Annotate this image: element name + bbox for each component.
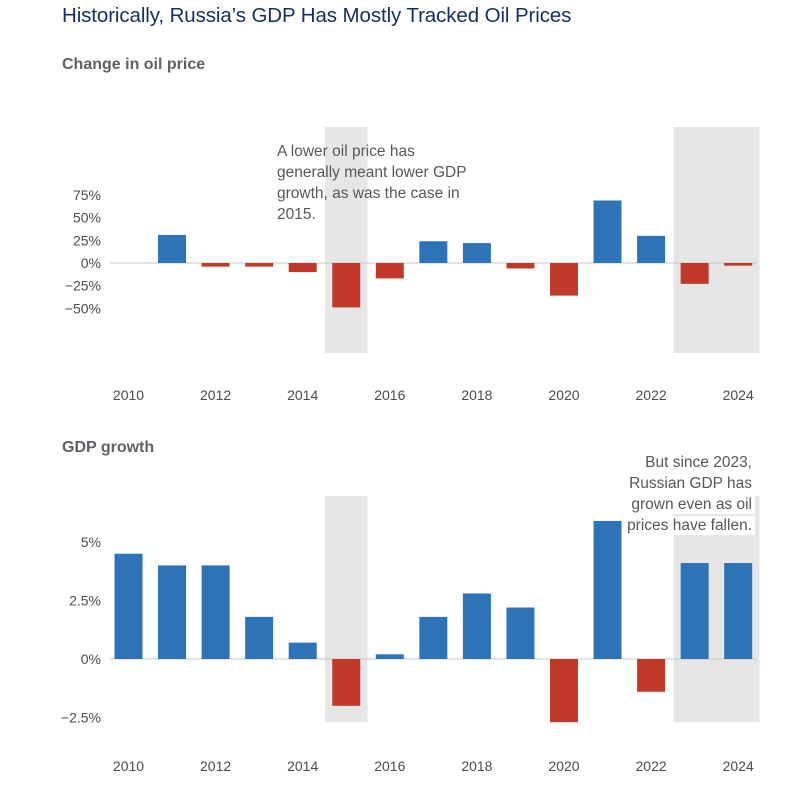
oil-x-tick-label: 2024 <box>723 387 754 403</box>
gdp-x-tick-label: 2024 <box>723 758 754 774</box>
oil-x-tick-label: 2022 <box>636 387 667 403</box>
oil-shaded-period-0 <box>324 127 368 353</box>
gdp-bar-2019 <box>506 607 535 659</box>
oil-shaded-period-1 <box>673 127 760 353</box>
oil-bar-2013 <box>245 263 274 267</box>
gdp-bar-2014 <box>288 642 317 659</box>
oil-bar-2017 <box>419 241 448 263</box>
oil-chart-subtitle: Change in oil price <box>62 56 206 73</box>
gdp-annotation-background <box>628 495 755 514</box>
gdp-bar-2010 <box>114 553 143 659</box>
oil-y-tick-label: 75% <box>73 187 101 203</box>
oil-bar-2023 <box>680 263 709 284</box>
oil-annotation-line: 2015. <box>277 206 316 223</box>
oil-bar-2022 <box>637 235 666 263</box>
gdp-bar-2022 <box>637 659 666 692</box>
gdp-annotation-line: prices have fallen. <box>627 517 752 534</box>
oil-y-tick-label: 25% <box>73 232 101 248</box>
gdp-bar-2018 <box>462 593 491 659</box>
gdp-x-tick-label: 2014 <box>287 758 318 774</box>
gdp-x-tick-label: 2012 <box>200 758 231 774</box>
gdp-x-tick-label: 2020 <box>548 758 579 774</box>
gdp-bar-2015 <box>332 659 361 706</box>
oil-annotation-line: generally meant lower GDP <box>277 164 467 181</box>
gdp-x-tick-label: 2010 <box>113 758 144 774</box>
gdp-annotation-line: Russian GDP has <box>629 475 752 492</box>
oil-bar-2014 <box>288 263 317 273</box>
gdp-y-tick-label: −2.5% <box>61 710 101 726</box>
gdp-x-tick-label: 2016 <box>374 758 405 774</box>
oil-bar-2012 <box>201 263 230 267</box>
oil-bar-2016 <box>375 263 404 279</box>
gdp-annotation-background <box>624 516 755 535</box>
oil-bar-2018 <box>462 243 491 263</box>
oil-annotation-line: growth, as was the case in <box>277 185 460 202</box>
oil-annotation-line: A lower oil price has <box>277 143 415 160</box>
chart-title: Historically, Russia’s GDP Has Mostly Tr… <box>62 4 572 27</box>
gdp-bar-2017 <box>419 616 448 659</box>
gdp-bar-2020 <box>550 659 578 723</box>
gdp-bar-2021 <box>593 520 622 659</box>
oil-x-tick-label: 2016 <box>374 387 405 403</box>
gdp-chart-subtitle: GDP growth <box>62 439 155 456</box>
gdp-bar-2023 <box>680 563 709 659</box>
gdp-y-tick-label: 2.5% <box>69 593 101 609</box>
gdp-bar-2024 <box>724 563 753 659</box>
oil-bar-2024 <box>724 263 753 266</box>
oil-y-tick-label: 50% <box>73 210 101 226</box>
oil-x-tick-label: 2010 <box>113 387 144 403</box>
gdp-y-tick-label: 0% <box>81 651 101 667</box>
oil-bar-2021 <box>593 200 622 263</box>
gdp-y-tick-label: 5% <box>81 534 101 550</box>
gdp-annotation-line: grown even as oil <box>631 496 752 513</box>
oil-x-tick-label: 2020 <box>548 387 579 403</box>
gdp-annotation-background <box>626 474 756 493</box>
gdp-annotation-line: But since 2023, <box>645 454 752 471</box>
gdp-bar-2012 <box>201 565 230 659</box>
oil-y-tick-label: −50% <box>65 300 101 316</box>
oil-y-tick-label: 0% <box>81 255 101 271</box>
oil-x-tick-label: 2012 <box>200 387 231 403</box>
oil-bar-2020 <box>550 263 578 296</box>
oil-bar-2011 <box>158 234 187 263</box>
gdp-bar-2016 <box>375 654 404 659</box>
oil-y-tick-label: −25% <box>65 278 101 294</box>
gdp-x-tick-label: 2018 <box>461 758 492 774</box>
gdp-annotation-background <box>642 453 755 472</box>
oil-bar-2019 <box>506 263 535 269</box>
oil-bar-2015 <box>332 263 361 308</box>
oil-x-tick-label: 2018 <box>461 387 492 403</box>
gdp-bar-2011 <box>158 565 187 659</box>
oil-x-tick-label: 2014 <box>287 387 318 403</box>
gdp-x-tick-label: 2022 <box>636 758 667 774</box>
gdp-bar-2013 <box>245 616 274 659</box>
